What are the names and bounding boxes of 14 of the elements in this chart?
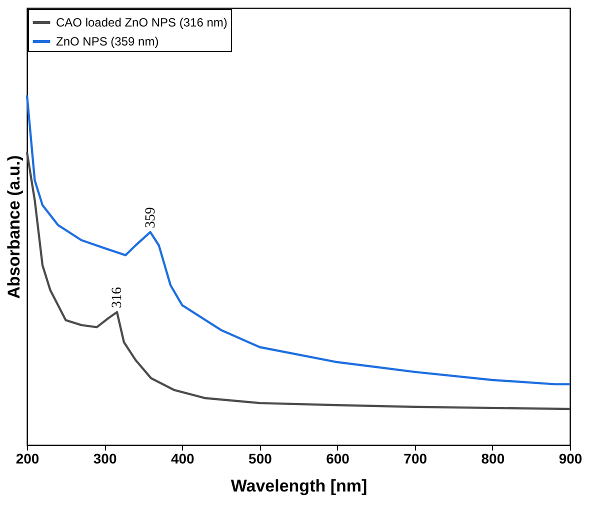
x-tick-label: 800 [481, 450, 505, 466]
x-tick-label: 600 [326, 450, 350, 466]
x-tick-label: 700 [404, 450, 428, 466]
x-tick-label: 400 [170, 450, 195, 466]
x-tick-label: 300 [93, 450, 117, 466]
legend-label: CAO loaded ZnO NPS (316 nm) [56, 16, 228, 30]
x-tick-label: 500 [248, 450, 272, 466]
x-tick-label: 200 [16, 450, 40, 466]
annotation: 359 [143, 207, 158, 228]
annotation: 316 [110, 287, 125, 308]
x-tick-label: 900 [558, 450, 582, 466]
legend-label: ZnO NPS (359 nm) [56, 34, 159, 48]
y-axis-title: Absorbance (a.u.) [4, 155, 24, 299]
x-axis-title: Wavelength [nm] [230, 476, 368, 496]
